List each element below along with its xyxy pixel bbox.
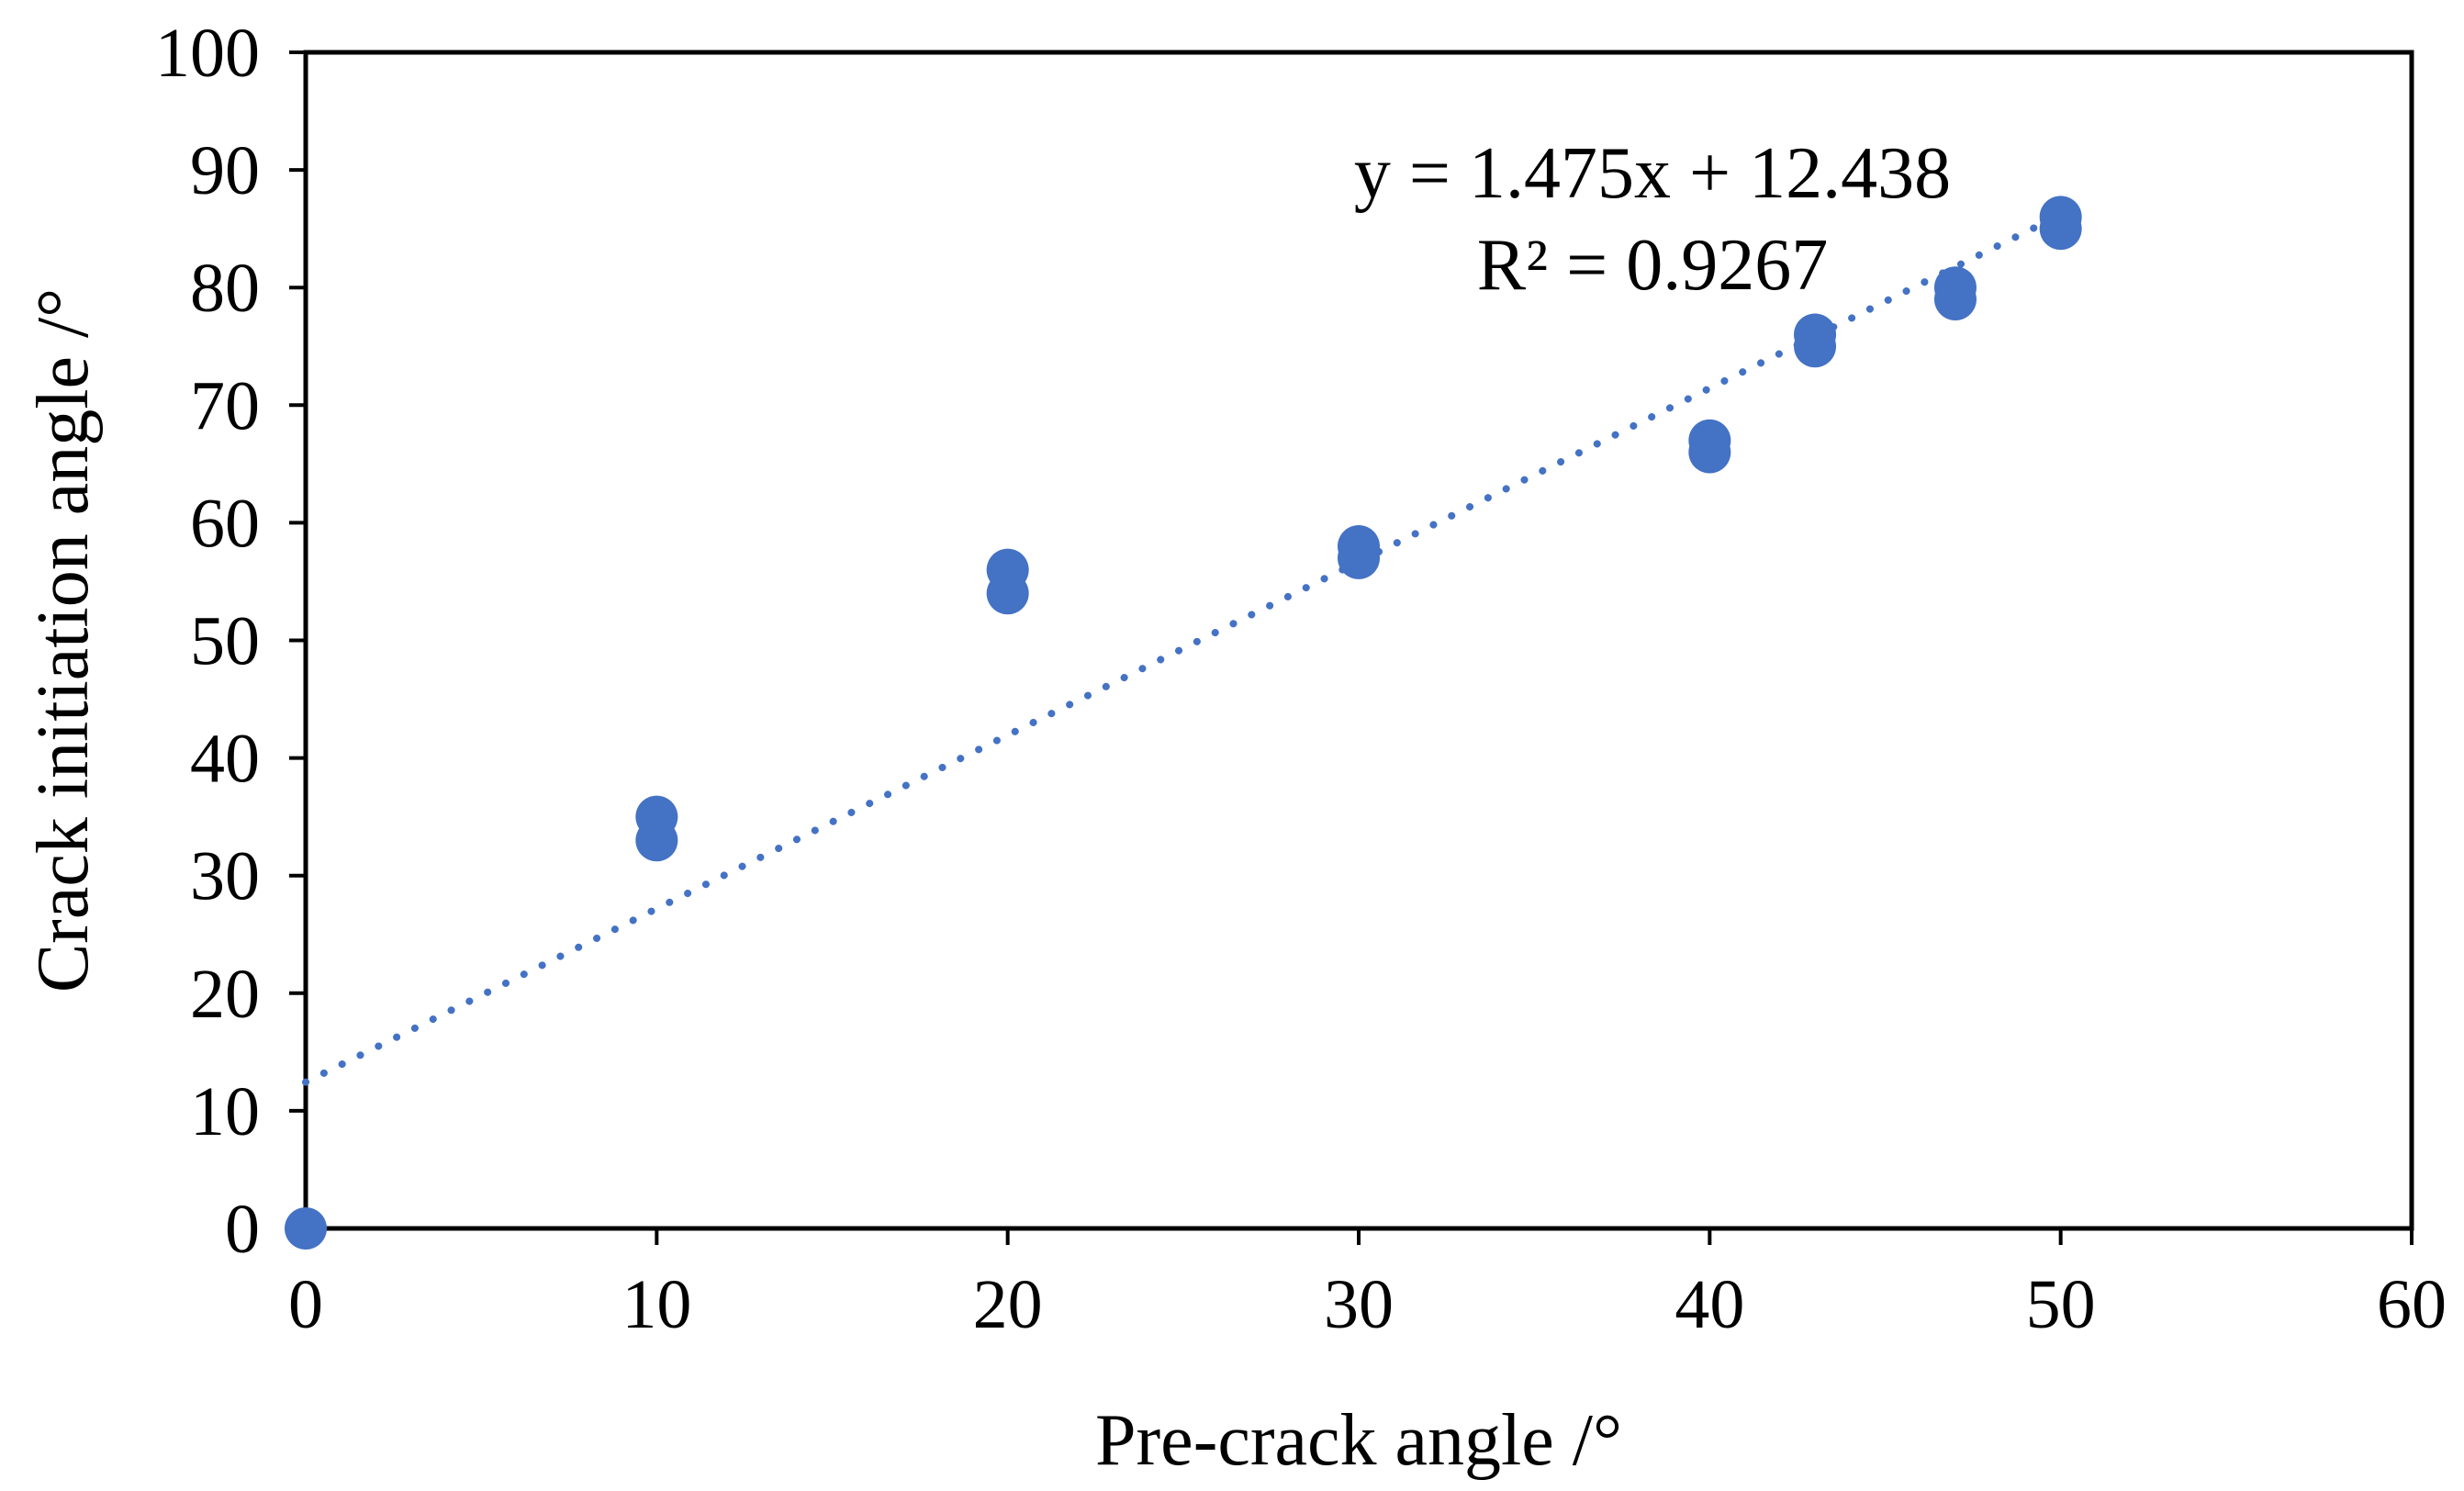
data-point <box>1933 266 1977 309</box>
x-tick-label: 40 <box>1674 1266 1744 1343</box>
data-point <box>1794 313 1837 356</box>
y-tick-label: 70 <box>190 367 260 444</box>
data-point <box>1338 525 1380 568</box>
plot-area <box>303 50 2414 1231</box>
x-tick-label: 20 <box>973 1266 1043 1343</box>
y-tick-label: 20 <box>190 956 260 1033</box>
y-ticks <box>289 50 306 1230</box>
y-tick-label: 0 <box>225 1191 260 1268</box>
y-tick-label: 90 <box>190 132 260 209</box>
trendline-r-squared: R² = 0.9267 <box>1477 225 1828 306</box>
data-point <box>1688 419 1731 462</box>
x-tick-label: 10 <box>622 1266 691 1343</box>
y-axis-title: Crack initiation angle /° <box>23 288 104 992</box>
x-tick-labels: 0 10 20 30 40 50 60 <box>288 1266 2447 1343</box>
x-tick-label: 60 <box>2377 1266 2447 1343</box>
data-point <box>285 1207 327 1250</box>
x-tick-label: 30 <box>1324 1266 1394 1343</box>
x-tick-label: 50 <box>2026 1266 2096 1343</box>
y-tick-label: 10 <box>190 1073 260 1150</box>
y-tick-label: 60 <box>190 485 260 562</box>
data-point <box>635 795 678 838</box>
trendline <box>302 210 2065 1086</box>
y-tick-label: 80 <box>190 250 260 327</box>
data-point <box>986 548 1029 591</box>
x-tick-label: 0 <box>288 1266 323 1343</box>
data-point <box>2039 196 2082 239</box>
y-tick-label: 40 <box>190 721 260 798</box>
trendline-equation: y = 1.475x + 12.438 <box>1354 133 1951 214</box>
y-tick-label: 100 <box>155 15 260 92</box>
x-axis-title: Pre-crack angle /° <box>1095 1400 1622 1481</box>
y-tick-label: 30 <box>190 838 260 915</box>
y-tick-label: 50 <box>190 603 260 680</box>
x-ticks <box>304 1228 2414 1245</box>
data-points <box>285 196 2082 1250</box>
y-tick-labels: 0 10 20 30 40 50 60 70 80 90 100 <box>155 15 260 1268</box>
